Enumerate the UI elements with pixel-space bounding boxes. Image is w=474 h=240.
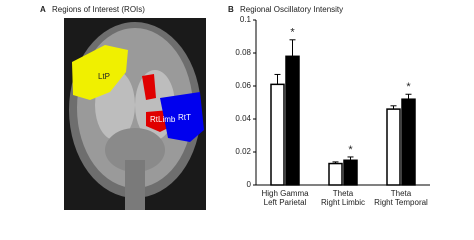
bar [270, 83, 285, 186]
x-tick-label: Theta Right Temporal [374, 189, 428, 207]
significance-marker: * [348, 144, 353, 156]
bar [401, 98, 416, 186]
figure: A Regions of Interest (ROIs) LtP RtT RtL… [40, 5, 430, 210]
chart: A Regions of Interest (ROIs) LtP RtT RtL… [40, 5, 430, 210]
y-tick-label: 0.1 [240, 15, 252, 24]
panel-title: Regions of Interest (ROIs) [52, 5, 145, 14]
y-tick-label: 0 [247, 180, 252, 189]
brain-image [64, 18, 206, 210]
bar [343, 159, 358, 186]
significance-marker: * [290, 27, 295, 39]
bar [328, 162, 343, 186]
roi-label: RtLimb [150, 115, 176, 124]
x-tick-label: High Gamma Left Parietal [261, 189, 309, 207]
y-tick-label: 0.02 [235, 147, 251, 156]
x-tick-label: Theta Right Limbic [320, 189, 365, 207]
roi-label: RtT [178, 113, 191, 122]
y-tick-label: 0.08 [235, 48, 251, 57]
panel-label: A [40, 5, 46, 14]
chart-title: Regional Oscillatory Intensity [240, 5, 343, 14]
bar [386, 108, 401, 186]
y-tick-label: 0.06 [235, 81, 251, 90]
y-tick-label: 0.04 [235, 114, 251, 123]
bar [285, 55, 300, 186]
roi-label: LtP [98, 72, 110, 81]
significance-marker: * [406, 81, 411, 93]
panel-label: B [228, 5, 234, 14]
